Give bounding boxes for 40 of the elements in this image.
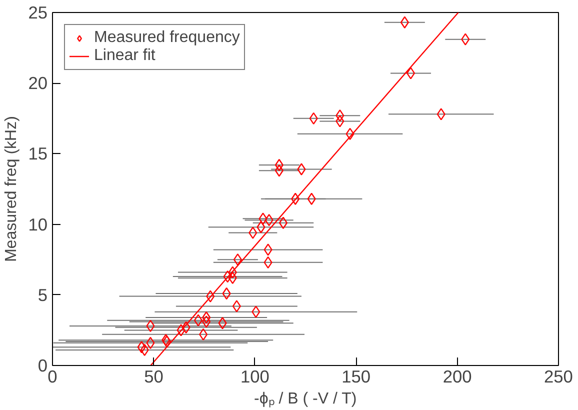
point bbox=[194, 314, 202, 326]
x-tick-label: 200 bbox=[442, 366, 472, 386]
y-tick-label: 15 bbox=[28, 144, 48, 164]
y-tick-label: 20 bbox=[28, 73, 48, 94]
point bbox=[406, 67, 416, 80]
x-tick-label: 50 bbox=[144, 366, 164, 386]
point bbox=[206, 290, 215, 302]
y-tick-label: 25 bbox=[28, 2, 48, 22]
point bbox=[248, 226, 258, 239]
point bbox=[307, 192, 316, 205]
point bbox=[297, 163, 306, 176]
x-tick-label: 150 bbox=[342, 366, 371, 386]
y-tick-label: 5 bbox=[38, 284, 48, 305]
x-axis-title: -ϕₚ / B ( -V / T) bbox=[254, 390, 357, 408]
legend-label: Linear fit bbox=[94, 47, 156, 65]
point bbox=[182, 321, 190, 334]
point bbox=[228, 266, 237, 278]
point bbox=[436, 108, 446, 120]
point bbox=[274, 164, 284, 177]
point bbox=[400, 16, 409, 28]
legend-label: Measured frequency bbox=[94, 29, 240, 47]
point bbox=[252, 306, 260, 318]
point bbox=[336, 115, 344, 128]
point bbox=[232, 300, 241, 312]
y-tick-label: 10 bbox=[28, 214, 48, 234]
point bbox=[278, 216, 288, 229]
point bbox=[202, 316, 211, 328]
point bbox=[218, 317, 227, 330]
point bbox=[233, 254, 242, 266]
x-tick-label: 100 bbox=[240, 366, 270, 386]
point bbox=[309, 112, 318, 124]
point bbox=[176, 324, 186, 336]
point bbox=[264, 244, 272, 256]
x-tick-label: 250 bbox=[544, 366, 573, 386]
y-axis-title: Measured freq (kHz) bbox=[3, 116, 20, 262]
point bbox=[258, 212, 268, 225]
point bbox=[137, 341, 146, 354]
point bbox=[256, 221, 266, 234]
point bbox=[291, 192, 300, 205]
point bbox=[461, 33, 470, 46]
